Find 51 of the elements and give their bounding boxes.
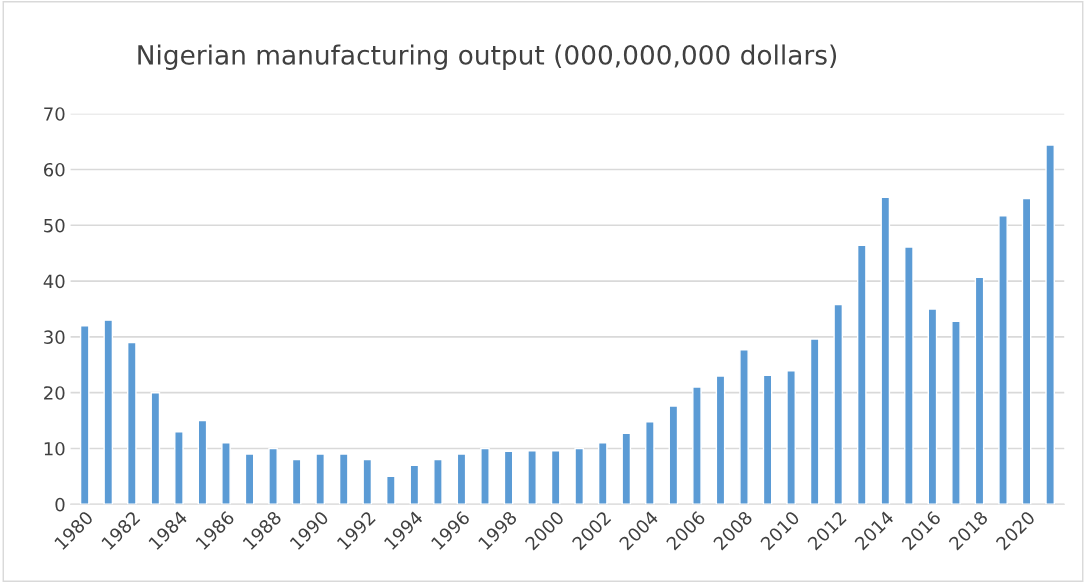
y-tick-label: 60: [44, 162, 65, 177]
bar: [268, 447, 278, 505]
bar: [951, 320, 961, 505]
y-tick-label: 0: [55, 497, 65, 512]
bar: [621, 432, 632, 505]
bar: [574, 447, 585, 505]
bar: [645, 421, 655, 505]
bar: [456, 453, 467, 505]
bar: [809, 338, 820, 505]
bar: [174, 431, 184, 505]
bar: [856, 244, 867, 505]
y-tick-label: 10: [44, 441, 65, 456]
y-tick-label: 20: [44, 386, 65, 400]
bar: [103, 319, 114, 505]
bar: [150, 391, 161, 505]
y-tick-label: 70: [44, 107, 65, 121]
bar: [904, 246, 914, 505]
bar: [197, 419, 208, 505]
bar: [998, 215, 1008, 505]
bar: [126, 341, 137, 505]
y-tick-label: 50: [44, 218, 65, 233]
bar: [433, 458, 443, 505]
bar: [597, 442, 608, 505]
bar: [762, 374, 773, 505]
bar: [974, 276, 985, 505]
bar: [715, 375, 726, 505]
y-tick-label: 40: [43, 274, 65, 289]
bar: [291, 458, 302, 505]
bar: [527, 450, 537, 505]
bar: [315, 453, 326, 505]
bar: [833, 303, 844, 505]
bar: [338, 453, 349, 505]
bar: [79, 325, 90, 505]
bar: [503, 450, 514, 505]
y-tick-label: 30: [44, 330, 65, 345]
bar: [550, 450, 561, 505]
bar: [927, 308, 938, 505]
bar: [362, 458, 373, 505]
chart-title: Nigerian manufacturing output (000,000,000 dollars): [138, 44, 837, 70]
bar: [668, 405, 679, 505]
bar: [409, 464, 420, 505]
bar: [221, 442, 231, 505]
bar: [1021, 197, 1032, 505]
bar: [386, 475, 396, 505]
bar: [880, 196, 891, 505]
bar: [1045, 144, 1055, 505]
bar: [786, 370, 796, 505]
bar: [692, 386, 702, 505]
bar: [244, 453, 255, 505]
bar: [480, 447, 490, 505]
bar: [739, 349, 749, 505]
